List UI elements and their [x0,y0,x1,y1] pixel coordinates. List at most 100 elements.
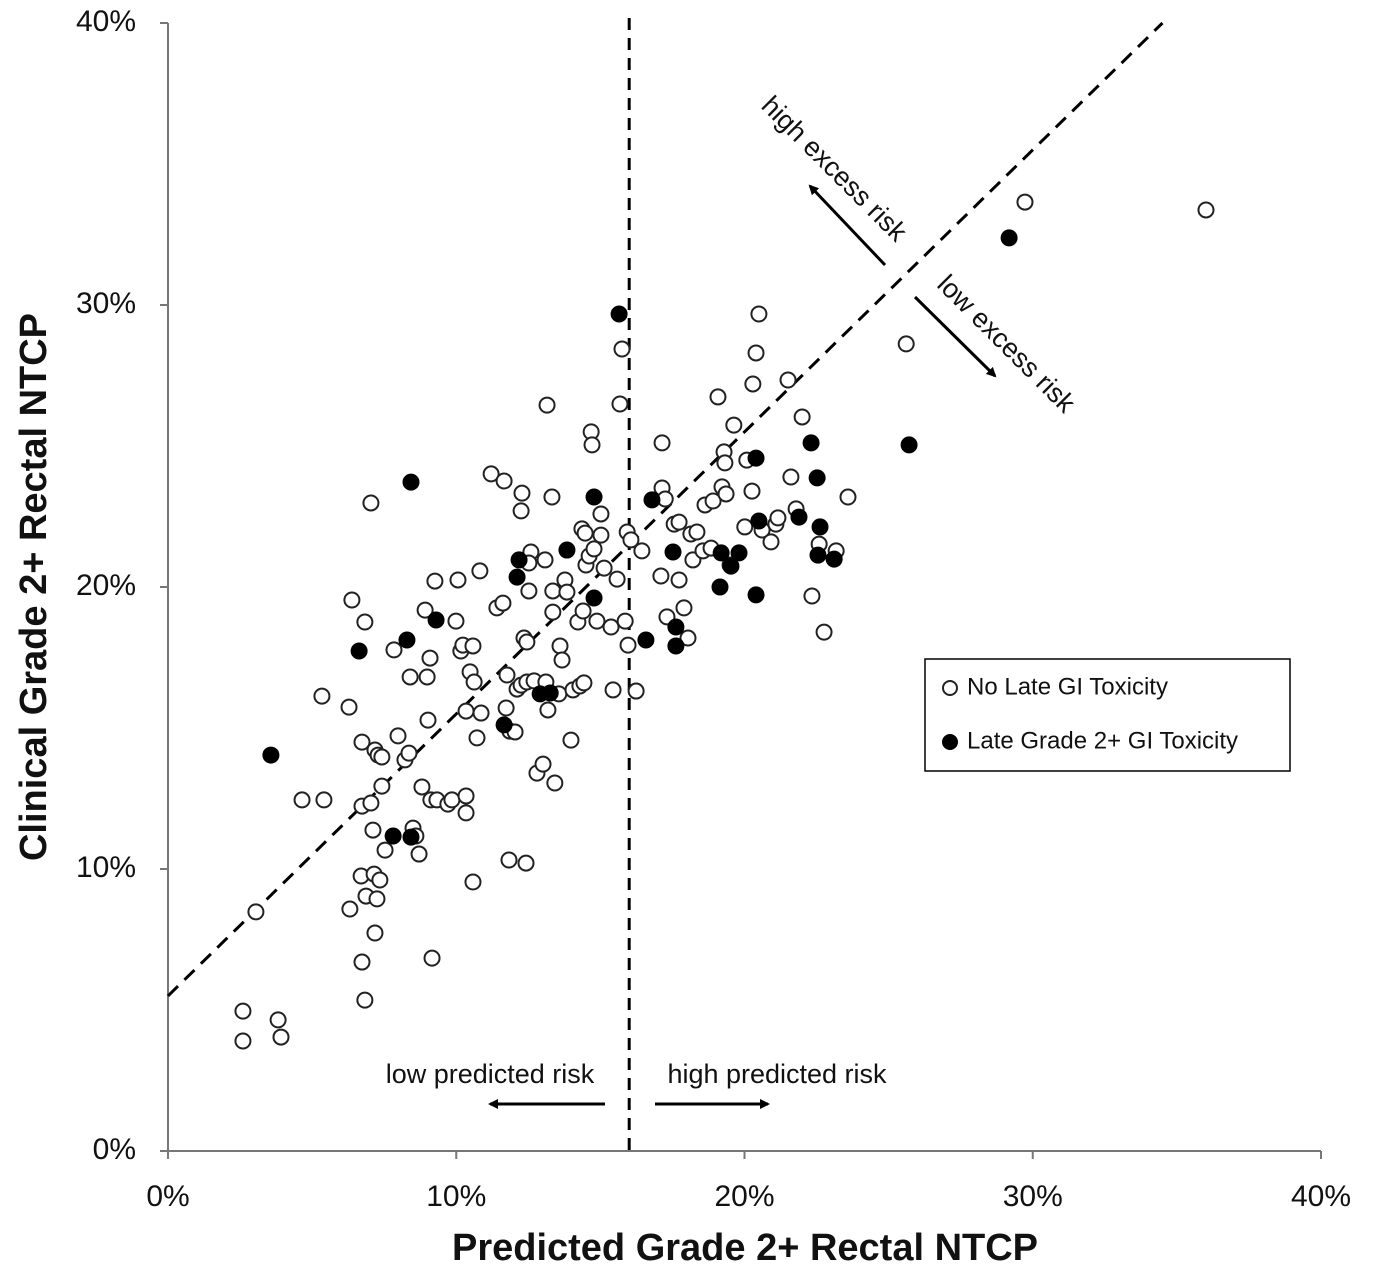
point [688,523,706,541]
x-tick-label: 30% [1003,1180,1063,1213]
point [613,340,631,358]
point [633,542,651,560]
point [602,618,620,636]
point [418,668,436,686]
point [750,305,768,323]
point [500,851,518,869]
point [512,502,530,520]
point [457,702,475,720]
point [809,546,827,564]
point [423,949,441,967]
point [368,890,386,908]
point [622,531,640,549]
point [373,777,391,795]
point [513,484,531,502]
point [679,629,697,647]
point [443,791,461,809]
point [385,641,403,659]
point [779,371,797,389]
point [637,631,655,649]
point [384,827,402,845]
point [341,900,359,918]
point [234,1002,252,1020]
point [495,716,513,734]
point [419,711,437,729]
point [790,508,808,526]
point [716,454,734,472]
point [471,562,489,580]
point [543,488,561,506]
point [410,845,428,863]
arrow [913,295,997,378]
point [712,544,730,562]
point [362,494,380,512]
point [667,637,685,655]
y-tick-label: 10% [76,851,136,884]
point [464,873,482,891]
point [518,633,536,651]
point [457,787,475,805]
point [608,570,626,588]
point [664,543,682,561]
point [653,434,671,452]
point [544,603,562,621]
point [782,468,800,486]
point [793,408,811,426]
point [401,668,419,686]
annotation: low predicted risk [386,1059,595,1089]
x-tick-label: 40% [1291,1180,1351,1213]
point [343,591,361,609]
y-tick-label: 30% [76,287,136,320]
point [576,524,594,542]
point [643,491,661,509]
point [510,551,528,569]
point [802,434,820,452]
point [619,636,637,654]
point [1197,201,1215,219]
point [482,465,500,483]
point [416,601,434,619]
point [544,582,562,600]
annotation: high excess risk [756,90,913,247]
point [551,637,569,655]
y-tick-label: 40% [76,5,136,38]
point [373,748,391,766]
point [340,698,358,716]
point [247,903,265,921]
point [234,1032,252,1050]
point [427,611,445,629]
point [769,509,787,527]
point [1000,229,1018,247]
point [747,586,765,604]
point [356,613,374,631]
point [595,559,613,577]
point [575,674,593,692]
point [736,518,754,536]
point [366,924,384,942]
point [825,550,843,568]
point [711,578,729,596]
annotation: high predicted risk [667,1059,887,1089]
point [539,701,557,719]
point [468,729,486,747]
point [520,582,538,600]
point [558,583,576,601]
point [667,618,685,636]
point [402,828,420,846]
point [585,589,603,607]
point [272,1028,290,1046]
point [743,482,761,500]
y-tick-label: 20% [76,569,136,602]
point [449,571,467,589]
point [398,631,416,649]
point [604,681,622,699]
point [815,623,833,641]
point [353,953,371,971]
point [709,388,727,406]
arrow [808,184,887,267]
point [350,642,368,660]
point [616,612,634,630]
point [558,541,576,559]
point [356,991,374,1009]
